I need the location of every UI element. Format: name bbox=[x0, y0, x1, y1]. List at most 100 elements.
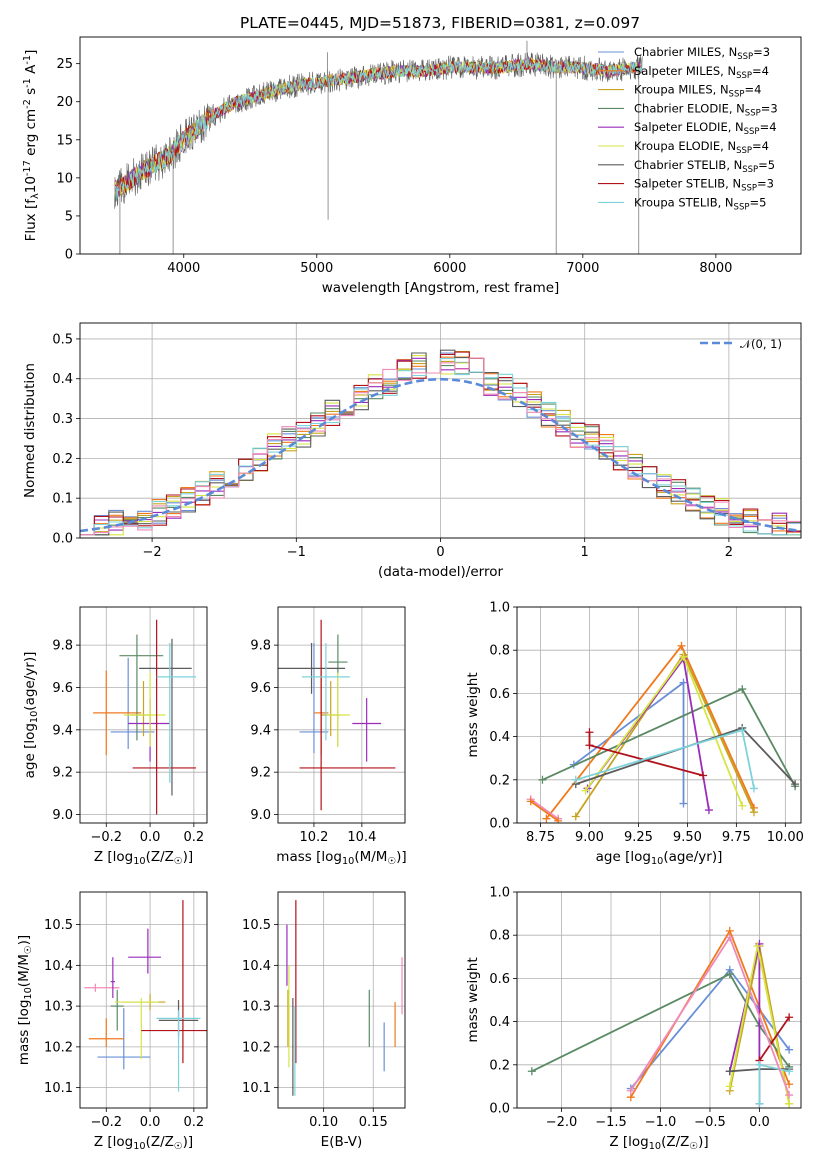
y-tick-label: 9.4 bbox=[250, 723, 271, 738]
x-axis-label: E(B-V) bbox=[321, 1134, 363, 1150]
y-tick-label: 0.4 bbox=[52, 372, 73, 387]
spectrum-series-line bbox=[114, 58, 643, 200]
weight-series-line bbox=[575, 652, 755, 817]
histogram-lines bbox=[80, 349, 801, 536]
axes-frame bbox=[516, 891, 802, 1109]
weight-point-marker bbox=[753, 942, 762, 950]
x-tick-label: 10.4 bbox=[347, 830, 376, 845]
weight-point-marker bbox=[704, 806, 713, 815]
weight-point-marker bbox=[626, 1086, 635, 1095]
y-tick-label: 0.8 bbox=[489, 929, 510, 944]
x-tick-label: 2 bbox=[725, 545, 733, 560]
residuals-panel: −2 −1 0 1 2 0.0 0.1 0.2 0.3 0.4 0.5 (data-model)/er… bbox=[22, 322, 802, 580]
y-tick-label: 10.2 bbox=[44, 1040, 73, 1055]
legend-label: Salpeter ELODIE, NSSP=4 bbox=[634, 120, 777, 137]
y-tick-label: 0.2 bbox=[489, 1058, 510, 1073]
weight-point-marker bbox=[585, 728, 594, 737]
weight-point-marker bbox=[679, 678, 688, 687]
y-tick-label: 10.5 bbox=[242, 918, 271, 933]
legend-label: Chabrier STELIB, NSSP=5 bbox=[634, 158, 775, 175]
x-tick-label: 0.0 bbox=[140, 830, 161, 845]
axes-frame bbox=[277, 606, 406, 824]
x-tick-label: −0.2 bbox=[90, 830, 122, 845]
legend-label: Kroupa ELODIE, NSSP=4 bbox=[634, 139, 769, 156]
weight-point-marker bbox=[785, 1091, 794, 1100]
x-tick-label: −0.2 bbox=[90, 1115, 122, 1130]
y-tick-label: 20 bbox=[56, 95, 73, 110]
legend-label: Kroupa STELIB, NSSP=5 bbox=[634, 195, 766, 212]
y-tick-label: 9.4 bbox=[52, 723, 73, 738]
x-tick-label: 0 bbox=[436, 545, 444, 560]
y-axis-label: mass weight bbox=[465, 672, 481, 757]
weight-series-line bbox=[758, 1016, 790, 1062]
y-tick-label: 0.5 bbox=[52, 332, 73, 347]
weight-lines bbox=[526, 641, 800, 823]
y-tick-label: 9.6 bbox=[250, 681, 271, 696]
weight-point-marker bbox=[699, 771, 708, 780]
y-tick-label: 9.6 bbox=[52, 681, 73, 696]
y-tick-label: 9.2 bbox=[250, 766, 271, 781]
weight-point-marker bbox=[526, 797, 535, 806]
x-tick-label: 9.50 bbox=[673, 830, 702, 845]
x-tick-label: 8.75 bbox=[526, 830, 555, 845]
weight-point-marker bbox=[755, 1099, 764, 1108]
x-tick-label: 0.2 bbox=[184, 830, 205, 845]
weight-point-marker bbox=[749, 808, 758, 817]
x-tick-label: 4000 bbox=[167, 261, 200, 276]
axes-frame bbox=[79, 606, 208, 824]
x-axis-label: mass [log10​(M/M☉​)] bbox=[276, 849, 406, 867]
y-tick-label: 10.1 bbox=[44, 1081, 73, 1096]
y-tick-label: 10.5 bbox=[44, 918, 73, 933]
weight-series-line bbox=[530, 800, 559, 822]
y-tick-label: 0.6 bbox=[489, 687, 510, 702]
x-axis-label: Z [log10​(Z/Z☉​)] bbox=[94, 1134, 193, 1152]
y-tick-label: 0.2 bbox=[52, 452, 73, 467]
y-tick-label: 15 bbox=[56, 133, 73, 148]
axes-frame bbox=[79, 322, 802, 539]
errorbars bbox=[93, 619, 197, 815]
y-axis-label: Flux [fλ​10-17​ erg cm-2​ s-1​ A-1​] bbox=[22, 50, 41, 242]
x-tick-label: 9.00 bbox=[575, 830, 604, 845]
y-tick-label: 10.2 bbox=[242, 1040, 271, 1055]
axes-frame bbox=[79, 36, 802, 255]
axes-frame bbox=[277, 891, 406, 1109]
weight-point-marker bbox=[738, 726, 747, 735]
y-tick-label: 10.1 bbox=[242, 1081, 271, 1096]
weight-point-marker bbox=[749, 784, 758, 793]
legend-label: Chabrier ELODIE, NSSP=3 bbox=[634, 101, 778, 118]
x-tick-label: −2.0 bbox=[546, 1115, 578, 1130]
x-tick-label: −1 bbox=[287, 545, 306, 560]
weight-point-marker bbox=[725, 1067, 734, 1076]
legend-label: Salpeter MILES, NSSP=4 bbox=[634, 64, 769, 81]
errorbars bbox=[278, 619, 396, 811]
weight-point-marker bbox=[738, 685, 747, 694]
y-axis-label: mass weight bbox=[465, 957, 481, 1042]
weight-series-line bbox=[545, 644, 755, 820]
histogram-series bbox=[80, 357, 801, 536]
y-tick-label: 1.0 bbox=[489, 886, 510, 901]
weight-point-marker bbox=[527, 1067, 536, 1076]
x-axis-label: (data-model)/error bbox=[378, 564, 504, 580]
y-axis-label: mass [log10​(M/M☉​)] bbox=[16, 935, 34, 1065]
x-tick-label: −1.5 bbox=[595, 1115, 627, 1130]
weight-vs-age-panel: 8.75 9.00 9.25 9.50 9.75 10.00 0.0 0.2 0.4 0.6 0.8… bbox=[465, 601, 804, 868]
weight-series-line bbox=[531, 972, 790, 1073]
weight-series-line bbox=[542, 687, 796, 787]
x-tick-label: −1.0 bbox=[645, 1115, 677, 1130]
legend-label: Salpeter STELIB, NSSP=3 bbox=[634, 177, 774, 194]
x-tick-label: 9.75 bbox=[722, 830, 751, 845]
weight-point-marker bbox=[585, 741, 594, 750]
legend-label: Chabrier MILES, NSSP=3 bbox=[634, 45, 770, 62]
weight-point-marker bbox=[785, 1080, 794, 1089]
errorbars bbox=[84, 900, 207, 1092]
y-tick-label: 10.4 bbox=[242, 959, 271, 974]
x-axis-label: Z [log10​(Z/Z☉​)] bbox=[609, 1134, 708, 1152]
weight-point-marker bbox=[725, 970, 734, 979]
x-tick-label: 10.00 bbox=[767, 830, 804, 845]
histogram-series bbox=[80, 349, 801, 536]
y-tick-label: 0.2 bbox=[489, 773, 510, 788]
weight-series-line bbox=[586, 656, 710, 811]
weight-point-marker bbox=[785, 1067, 794, 1076]
y-tick-label: 10.3 bbox=[44, 1000, 73, 1015]
